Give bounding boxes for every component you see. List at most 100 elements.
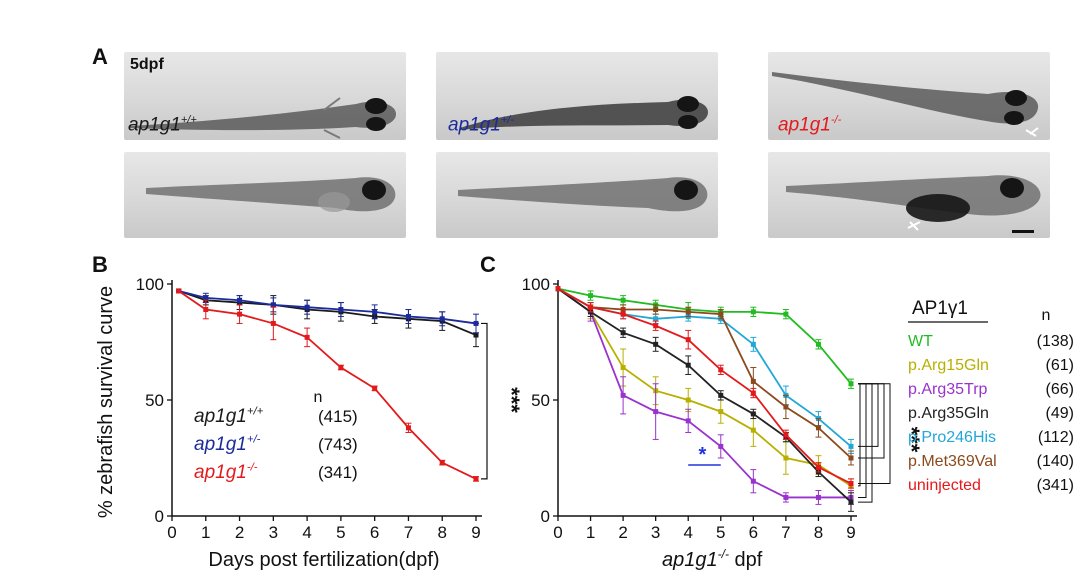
data-point	[848, 443, 854, 449]
x-axis-label: ap1g1-/- dpf	[662, 547, 763, 571]
data-point	[685, 309, 691, 315]
legend-n: (138)	[1037, 333, 1074, 350]
y-tick-label: 100	[522, 275, 550, 294]
data-point	[304, 334, 310, 340]
data-point	[653, 323, 659, 329]
data-point	[620, 365, 626, 371]
data-point	[783, 404, 789, 410]
data-point	[653, 307, 659, 313]
x-axis-label: Days post fertilization(dpf)	[208, 549, 439, 571]
y-axis-label: % zebrafish survival curve	[95, 286, 117, 518]
data-point	[270, 320, 276, 326]
legend-entry: ap1g1-/-	[194, 461, 258, 483]
larva-photo-wt-lateral	[124, 152, 406, 238]
legend-title: AP1γ1	[912, 298, 968, 319]
data-point	[620, 311, 626, 317]
data-point	[176, 288, 182, 294]
legend-n: (415)	[318, 407, 358, 426]
data-point	[750, 427, 756, 433]
arrow-icon	[907, 221, 921, 231]
data-point	[815, 425, 821, 431]
significance-bracket	[858, 383, 879, 447]
data-point	[405, 313, 411, 319]
significance-bracket	[858, 383, 891, 485]
legend-n: (341)	[318, 463, 358, 482]
data-point	[718, 367, 724, 373]
data-point	[405, 425, 411, 431]
legend-n: (66)	[1046, 381, 1074, 398]
legend-n: (140)	[1037, 453, 1074, 470]
data-point	[685, 418, 691, 424]
data-point	[203, 295, 209, 301]
data-point	[555, 286, 561, 292]
data-point	[473, 320, 479, 326]
x-tick-label: 0	[167, 523, 176, 542]
data-point	[237, 311, 243, 317]
larva-photo-wt-dorsal	[124, 52, 406, 140]
data-point	[338, 307, 344, 313]
data-point	[783, 494, 789, 500]
larva-photo-het-dorsal	[436, 52, 718, 140]
panel-c-letter: C	[480, 252, 496, 277]
x-tick-label: 3	[269, 523, 278, 542]
data-point	[270, 302, 276, 308]
panel-a-letter: A	[92, 44, 108, 69]
data-point	[718, 392, 724, 398]
data-point	[685, 397, 691, 403]
data-point	[815, 464, 821, 470]
genotype-label-mutant: ap1g1-/-	[778, 114, 842, 136]
data-point	[372, 385, 378, 391]
larva-dorsal-image	[772, 72, 1039, 137]
data-point	[237, 297, 243, 303]
legend-entry: ap1g1+/-	[194, 433, 261, 455]
data-point	[815, 494, 821, 500]
larva-photo-het-lateral	[436, 152, 718, 238]
legend-entry: p.Met369Val	[908, 453, 997, 470]
x-tick-label: 1	[201, 523, 210, 542]
data-point	[338, 365, 344, 371]
data-point	[718, 443, 724, 449]
data-point	[439, 316, 445, 322]
data-point	[750, 478, 756, 484]
data-point	[848, 455, 854, 461]
data-point	[620, 392, 626, 398]
data-point	[685, 337, 691, 343]
larva-photo-mutant-lateral	[768, 152, 1050, 238]
larva-lateral-image	[458, 177, 708, 212]
data-point	[653, 409, 659, 415]
series-line	[178, 290, 477, 336]
legend-n-header: n	[1042, 307, 1051, 324]
y-tick-label: 50	[531, 391, 550, 410]
scale-bar	[1012, 230, 1034, 233]
genotype-label-het: ap1g1+/-	[448, 114, 514, 136]
x-tick-label: 7	[404, 523, 413, 542]
series-line	[557, 287, 852, 385]
y-tick-label: 100	[136, 275, 164, 294]
legend-entry: p.Arg15Gln	[908, 357, 989, 374]
data-point	[750, 411, 756, 417]
data-point	[848, 481, 854, 487]
data-point	[203, 307, 209, 313]
annotation-star: *	[699, 444, 707, 466]
series-line	[557, 287, 851, 499]
x-tick-label: 6	[370, 523, 379, 542]
x-tick-label: 8	[437, 523, 446, 542]
x-tick-label: 9	[471, 523, 480, 542]
y-tick-label: 0	[541, 507, 550, 526]
series-line	[178, 290, 477, 480]
x-tick-label: 5	[336, 523, 345, 542]
legend-n: (61)	[1046, 357, 1074, 374]
significance-bracket	[481, 322, 488, 480]
significance-bracket	[858, 383, 861, 487]
x-tick-label: 2	[235, 523, 244, 542]
larva-photo-mutant-dorsal	[768, 52, 1050, 140]
panel-b-letter: B	[92, 252, 108, 277]
data-point	[848, 499, 854, 505]
series-line	[557, 287, 852, 503]
data-point	[473, 476, 479, 482]
y-tick-label: 0	[155, 507, 164, 526]
larva-lateral-image	[146, 177, 396, 212]
data-point	[718, 311, 724, 317]
series-line	[178, 290, 477, 325]
